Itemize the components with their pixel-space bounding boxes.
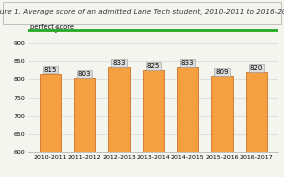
Text: 833: 833 — [112, 60, 126, 66]
Text: 803: 803 — [78, 71, 91, 77]
Bar — [40, 74, 61, 177]
Bar — [74, 78, 95, 177]
Text: perfect score: perfect score — [30, 24, 74, 30]
Text: 825: 825 — [147, 63, 160, 69]
Text: 820: 820 — [250, 65, 263, 71]
Bar — [211, 76, 233, 177]
Text: Figure 1. Average score of an admitted Lane Tech student, 2010-2011 to 2016-2017: Figure 1. Average score of an admitted L… — [0, 9, 284, 15]
Text: 815: 815 — [44, 67, 57, 73]
Text: 809: 809 — [215, 69, 229, 75]
Bar — [177, 67, 198, 177]
Text: 833: 833 — [181, 60, 195, 66]
Bar — [143, 70, 164, 177]
Bar — [246, 72, 267, 177]
Bar — [108, 67, 130, 177]
